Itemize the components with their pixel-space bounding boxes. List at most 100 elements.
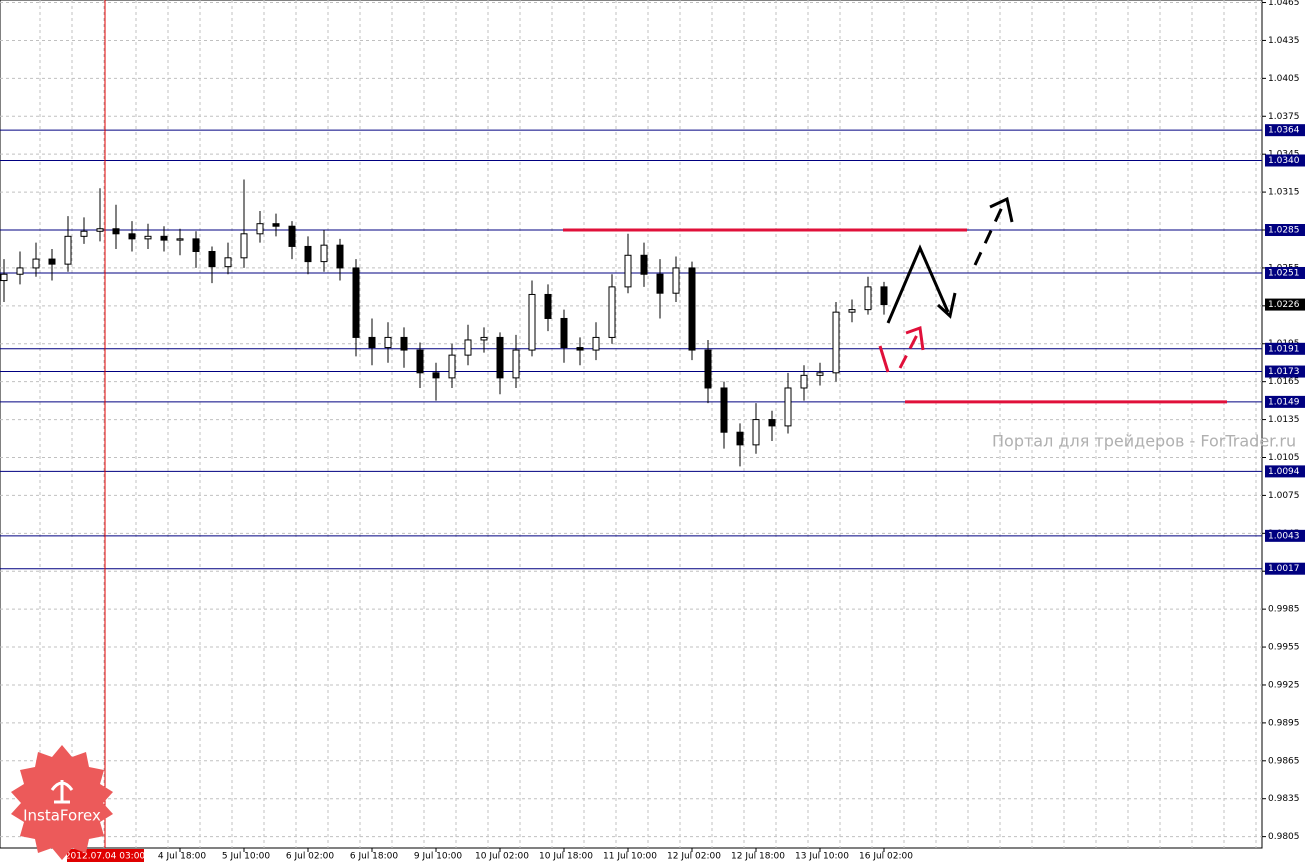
forecast-path <box>886 244 950 324</box>
candle-body <box>176 238 184 241</box>
candle-body <box>128 233 136 240</box>
level-label-box <box>1265 365 1305 378</box>
candle-body <box>320 244 328 263</box>
candle-body <box>672 267 680 294</box>
candle-body <box>544 293 552 319</box>
last-price-box <box>1265 298 1305 311</box>
candle-body <box>16 267 24 275</box>
candle-body <box>864 286 872 311</box>
level-label-box <box>1265 224 1305 237</box>
x-tick-label: 6 Jul 18:00 <box>350 852 399 862</box>
y-tick-label: 0.9835 <box>1268 794 1300 804</box>
level-label: 1.0191 <box>1268 344 1300 354</box>
level-label-box <box>1265 465 1305 478</box>
candle-body <box>832 311 840 374</box>
level-label: 1.0017 <box>1268 564 1300 574</box>
y-tick-label: 1.0165 <box>1268 377 1300 387</box>
level-label: 1.0285 <box>1268 226 1300 236</box>
candle-body <box>208 250 216 268</box>
candle-body <box>384 336 392 349</box>
candle-body <box>112 228 120 235</box>
level-label-box <box>1265 529 1305 542</box>
x-tick-label: 16 Jul 02:00 <box>859 852 913 862</box>
level-label-box <box>1265 124 1305 137</box>
x-tick-label: 12 Jul 02:00 <box>667 852 721 862</box>
x-tick-label: 13 Jul 10:00 <box>795 852 849 862</box>
candle-body <box>752 419 760 446</box>
level-label-box <box>1265 266 1305 279</box>
y-tick-label: 0.9985 <box>1268 605 1300 615</box>
x-tick-label: 5 Jul 10:00 <box>222 852 271 862</box>
y-tick-label: 1.0465 <box>1268 0 1300 8</box>
forecast-arrow <box>989 196 1014 223</box>
logo: InstaForex <box>11 745 113 860</box>
candle-body <box>512 349 520 379</box>
candle-body <box>688 267 696 351</box>
candle-body <box>160 235 168 241</box>
crosshair-label-box <box>67 849 144 862</box>
y-tick-label: 1.0105 <box>1268 453 1300 463</box>
candle-body <box>464 339 472 356</box>
level-label: 1.0094 <box>1268 467 1300 477</box>
forecast-arrow <box>936 292 957 319</box>
candle-body <box>80 230 88 237</box>
forecast-arrow <box>905 325 925 351</box>
candle-body <box>800 374 808 389</box>
candle-body <box>336 244 344 269</box>
candle-body <box>736 431 744 446</box>
logo-icon <box>50 780 74 804</box>
candle-body <box>240 233 248 259</box>
forecast-path <box>973 204 1005 266</box>
x-tick-label: 6 Jul 02:00 <box>286 852 335 862</box>
candle-body <box>720 387 728 433</box>
x-tick-label: 10 Jul 18:00 <box>539 852 593 862</box>
x-tick-label: 12 Jul 18:00 <box>731 852 785 862</box>
level-label: 1.0364 <box>1268 126 1300 136</box>
plot-area <box>0 0 1263 849</box>
level-label-box <box>1265 342 1305 355</box>
level-label-box <box>1265 395 1305 408</box>
level-label: 1.0149 <box>1268 397 1300 407</box>
candles <box>0 179 888 467</box>
candle-body <box>64 235 72 265</box>
y-tick-label: 1.0375 <box>1268 112 1300 122</box>
y-tick-label: 1.0075 <box>1268 491 1300 501</box>
x-tick-label: 10 Jul 02:00 <box>475 852 529 862</box>
candle-body <box>576 347 584 351</box>
y-tick-label: 1.0135 <box>1268 415 1300 425</box>
candle-body <box>624 254 632 288</box>
grid <box>0 0 1262 848</box>
candle-body <box>144 235 152 240</box>
level-label: 1.0251 <box>1268 268 1300 278</box>
candle-body <box>32 258 40 269</box>
candle-body <box>848 309 856 313</box>
candle-body <box>272 223 280 227</box>
levels <box>0 129 1262 570</box>
candle-body <box>400 336 408 351</box>
level-label-box <box>1265 154 1305 167</box>
y-tick-label: 0.9925 <box>1268 680 1300 690</box>
level-label: 1.0043 <box>1268 531 1300 541</box>
y-tick-label: 0.9955 <box>1268 643 1300 653</box>
x-tick-label: 11 Jul 10:00 <box>603 852 657 862</box>
candle-body <box>560 317 568 349</box>
x-tick-label: 4 Jul 18:00 <box>158 852 207 862</box>
candle-body <box>880 286 888 306</box>
forecast <box>878 196 1014 373</box>
forecast-path <box>878 345 890 373</box>
candle-body <box>48 258 56 265</box>
y-tick-label: 1.0435 <box>1268 36 1300 46</box>
candle-body <box>416 349 424 374</box>
x-axis: 4 Jul 18:00 5 Jul 10:00 6 Jul 02:00 6 Jul 1… <box>158 848 913 862</box>
candle-body <box>0 273 8 282</box>
y-tick-label: 0.9865 <box>1268 756 1300 766</box>
candle-body <box>640 254 648 275</box>
level-label: 1.0340 <box>1268 156 1300 166</box>
candle-body <box>304 245 312 263</box>
candle-body <box>496 336 504 379</box>
candle-body <box>96 228 104 232</box>
level-label: 1.0173 <box>1268 367 1300 377</box>
candle-body <box>448 354 456 379</box>
y-tick-label: 0.9805 <box>1268 832 1300 842</box>
